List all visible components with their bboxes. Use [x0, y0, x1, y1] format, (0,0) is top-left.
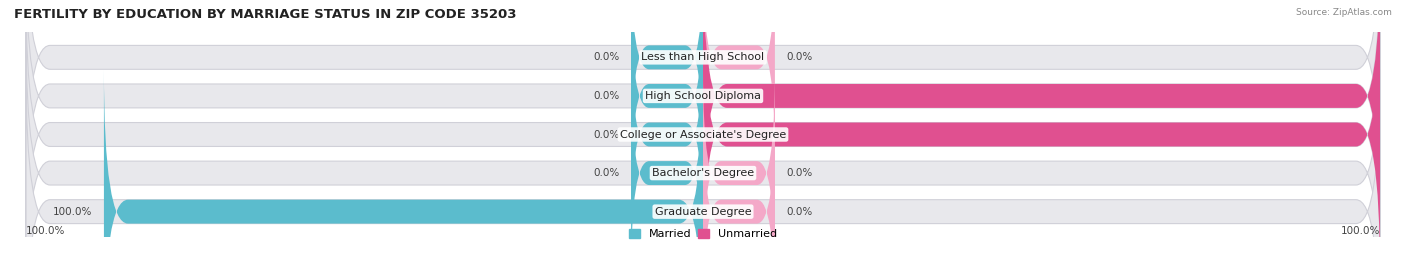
- FancyBboxPatch shape: [703, 108, 775, 269]
- Text: 100.0%: 100.0%: [52, 207, 91, 217]
- Text: 0.0%: 0.0%: [787, 52, 813, 62]
- Text: 0.0%: 0.0%: [593, 129, 619, 140]
- FancyBboxPatch shape: [631, 0, 703, 200]
- Text: FERTILITY BY EDUCATION BY MARRIAGE STATUS IN ZIP CODE 35203: FERTILITY BY EDUCATION BY MARRIAGE STATU…: [14, 8, 516, 21]
- Legend: Married, Unmarried: Married, Unmarried: [628, 229, 778, 239]
- FancyBboxPatch shape: [703, 0, 775, 161]
- FancyBboxPatch shape: [631, 31, 703, 238]
- Text: High School Diploma: High School Diploma: [645, 91, 761, 101]
- FancyBboxPatch shape: [631, 0, 703, 161]
- FancyBboxPatch shape: [104, 69, 703, 269]
- FancyBboxPatch shape: [27, 69, 1379, 269]
- FancyBboxPatch shape: [703, 0, 1379, 269]
- Text: College or Associate's Degree: College or Associate's Degree: [620, 129, 786, 140]
- FancyBboxPatch shape: [703, 0, 1379, 238]
- Text: Source: ZipAtlas.com: Source: ZipAtlas.com: [1296, 8, 1392, 17]
- Text: Less than High School: Less than High School: [641, 52, 765, 62]
- Text: 100.0%: 100.0%: [1392, 129, 1406, 140]
- FancyBboxPatch shape: [631, 69, 703, 269]
- FancyBboxPatch shape: [27, 0, 1379, 238]
- Text: 0.0%: 0.0%: [593, 168, 619, 178]
- FancyBboxPatch shape: [703, 69, 775, 269]
- Text: Bachelor's Degree: Bachelor's Degree: [652, 168, 754, 178]
- Text: 100.0%: 100.0%: [1340, 226, 1379, 236]
- Text: Graduate Degree: Graduate Degree: [655, 207, 751, 217]
- FancyBboxPatch shape: [27, 31, 1379, 269]
- Text: 100.0%: 100.0%: [27, 226, 66, 236]
- FancyBboxPatch shape: [27, 0, 1379, 269]
- Text: 0.0%: 0.0%: [787, 168, 813, 178]
- Text: 0.0%: 0.0%: [787, 207, 813, 217]
- Text: 0.0%: 0.0%: [593, 91, 619, 101]
- FancyBboxPatch shape: [27, 0, 1379, 200]
- Text: 100.0%: 100.0%: [1392, 91, 1406, 101]
- Text: 0.0%: 0.0%: [593, 52, 619, 62]
